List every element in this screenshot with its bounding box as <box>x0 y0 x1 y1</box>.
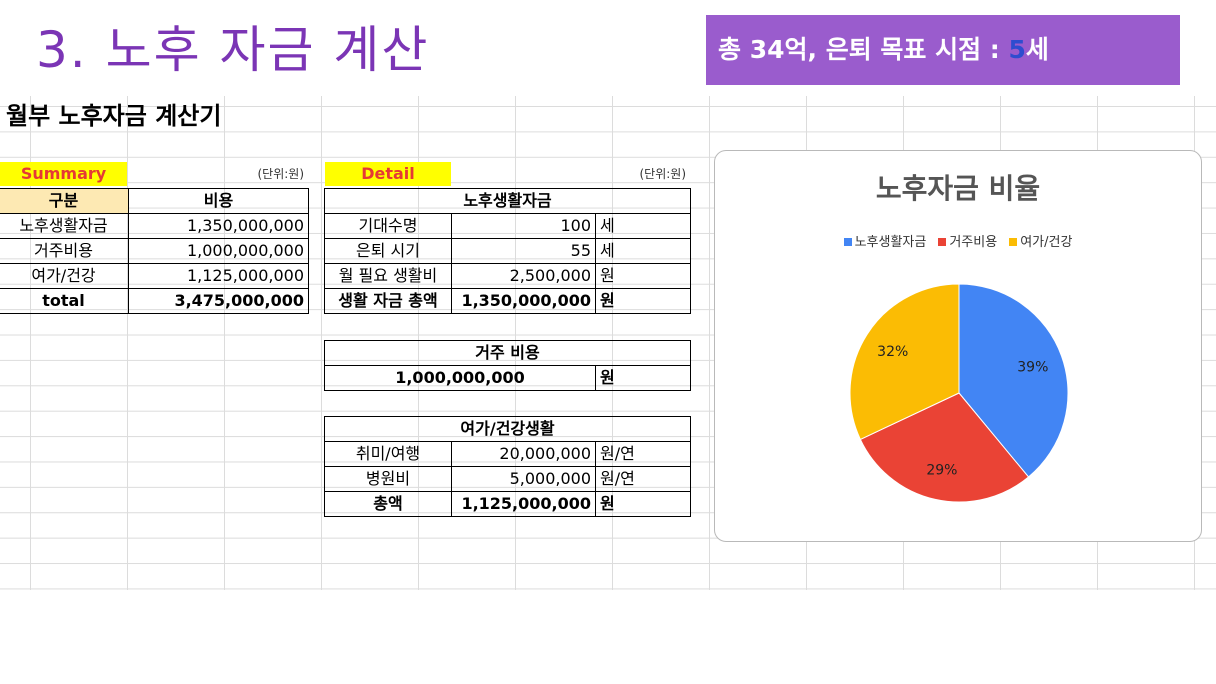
table-row: 여가/건강 1,125,000,000 <box>0 263 309 289</box>
table-row: 기대수명 100 세 <box>324 213 691 239</box>
banner-suffix: 세 <box>1025 35 1049 64</box>
pie-chart: 39% 29% 32% <box>849 283 1069 503</box>
pie-data-label: 39% <box>1017 359 1048 375</box>
living-unit[interactable]: 원 <box>595 263 691 289</box>
legend-swatch <box>938 237 947 246</box>
living-table: 노후생활자금 기대수명 100 세 은퇴 시기 55 세 월 필요 생활비 2,… <box>324 188 691 314</box>
summary-unit[interactable]: (단위:원) <box>257 167 304 181</box>
legend-swatch <box>1009 237 1018 246</box>
page-title: 3. 노후 자금 계산 <box>36 21 430 79</box>
pie-slice[interactable] <box>849 283 960 441</box>
table-row: total 3,475,000,000 <box>0 288 309 314</box>
housing-value[interactable]: 1,000,000,000 <box>324 365 596 391</box>
living-title[interactable]: 노후생활자금 <box>324 188 691 214</box>
living-label[interactable]: 은퇴 시기 <box>324 238 452 264</box>
table-row: 은퇴 시기 55 세 <box>324 238 691 264</box>
legend-label: 노후생활자금 <box>854 235 927 250</box>
living-unit[interactable]: 세 <box>595 238 691 264</box>
summary-total-value[interactable]: 3,475,000,000 <box>128 288 309 314</box>
table-row: 1,000,000,000 원 <box>324 365 691 391</box>
pie-slice[interactable] <box>958 283 1069 478</box>
leisure-total-label[interactable]: 총액 <box>324 491 452 517</box>
grid-bottom-mask <box>0 590 1216 684</box>
housing-title[interactable]: 거주 비용 <box>324 340 691 366</box>
housing-unit[interactable]: 원 <box>595 365 691 391</box>
pie-slice[interactable] <box>859 392 1030 503</box>
table-row: 총액 1,125,000,000 원 <box>324 491 691 517</box>
summary-header[interactable]: Summary <box>0 162 127 186</box>
summary-label[interactable]: 노후생활자금 <box>0 213 129 239</box>
leisure-unit[interactable]: 원/연 <box>595 466 691 492</box>
summary-table: 구분 비용 노후생활자금 1,350,000,000 거주비용 1,000,00… <box>0 188 309 314</box>
summary-total-label[interactable]: total <box>0 288 129 314</box>
table-row: 노후생활자금 1,350,000,000 <box>0 213 309 239</box>
leisure-total-value[interactable]: 1,125,000,000 <box>451 491 596 517</box>
living-value[interactable]: 2,500,000 <box>451 263 596 289</box>
banner-highlight: 5 <box>1008 35 1026 64</box>
living-label[interactable]: 월 필요 생활비 <box>324 263 452 289</box>
chart-title: 노후자금 비율 <box>875 172 1041 205</box>
goal-banner-text: 총 34억, 은퇴 목표 시점 : 5세 <box>718 35 1049 64</box>
table-row: 거주비용 1,000,000,000 <box>0 238 309 264</box>
pie-data-label: 32% <box>877 344 908 360</box>
living-total-value[interactable]: 1,350,000,000 <box>451 288 596 314</box>
detail-unit[interactable]: (단위:원) <box>639 167 686 181</box>
leisure-table: 여가/건강생활 취미/여행 20,000,000 원/연 병원비 5,000,0… <box>324 416 691 517</box>
legend-item[interactable]: 거주비용 <box>938 231 997 250</box>
pie-chart-card[interactable]: 노후자금 비율 노후생활자금 거주비용 여가/건강 39% 29% 32% <box>714 150 1202 542</box>
leisure-total-unit[interactable]: 원 <box>595 491 691 517</box>
leisure-value[interactable]: 20,000,000 <box>451 441 596 467</box>
legend-label: 거주비용 <box>949 235 998 250</box>
table-row: 월 필요 생활비 2,500,000 원 <box>324 263 691 289</box>
housing-table: 거주 비용 1,000,000,000 원 <box>324 340 691 391</box>
table-row: 생활 자금 총액 1,350,000,000 원 <box>324 288 691 314</box>
leisure-label[interactable]: 취미/여행 <box>324 441 452 467</box>
leisure-value[interactable]: 5,000,000 <box>451 466 596 492</box>
summary-value[interactable]: 1,350,000,000 <box>128 213 309 239</box>
living-value[interactable]: 100 <box>451 213 596 239</box>
summary-value[interactable]: 1,000,000,000 <box>128 238 309 264</box>
summary-value[interactable]: 1,125,000,000 <box>128 263 309 289</box>
living-total-label[interactable]: 생활 자금 총액 <box>324 288 452 314</box>
leisure-label[interactable]: 병원비 <box>324 466 452 492</box>
legend-item[interactable]: 노후생활자금 <box>843 231 927 250</box>
chart-legend: 노후생활자금 거주비용 여가/건강 <box>715 231 1201 250</box>
living-label[interactable]: 기대수명 <box>324 213 452 239</box>
living-total-unit[interactable]: 원 <box>595 288 691 314</box>
leisure-unit[interactable]: 원/연 <box>595 441 691 467</box>
table-row: 병원비 5,000,000 원/연 <box>324 466 691 492</box>
living-unit[interactable]: 세 <box>595 213 691 239</box>
legend-swatch <box>843 237 852 246</box>
pie-data-label: 29% <box>926 463 957 479</box>
summary-label[interactable]: 거주비용 <box>0 238 129 264</box>
table-row: 취미/여행 20,000,000 원/연 <box>324 441 691 467</box>
detail-header[interactable]: Detail <box>325 162 451 186</box>
summary-col-cost[interactable]: 비용 <box>128 188 309 214</box>
banner-prefix: 총 34억, 은퇴 목표 시점 : <box>718 35 1009 64</box>
living-value[interactable]: 55 <box>451 238 596 264</box>
summary-col-category[interactable]: 구분 <box>0 188 129 214</box>
sheet-title: 월부 노후자금 계산기 <box>6 102 222 130</box>
leisure-title[interactable]: 여가/건강생활 <box>324 416 691 442</box>
goal-banner: 총 34억, 은퇴 목표 시점 : 5세 <box>706 15 1180 85</box>
legend-item[interactable]: 여가/건강 <box>1009 231 1072 250</box>
legend-label: 여가/건강 <box>1020 235 1073 250</box>
summary-label[interactable]: 여가/건강 <box>0 263 129 289</box>
